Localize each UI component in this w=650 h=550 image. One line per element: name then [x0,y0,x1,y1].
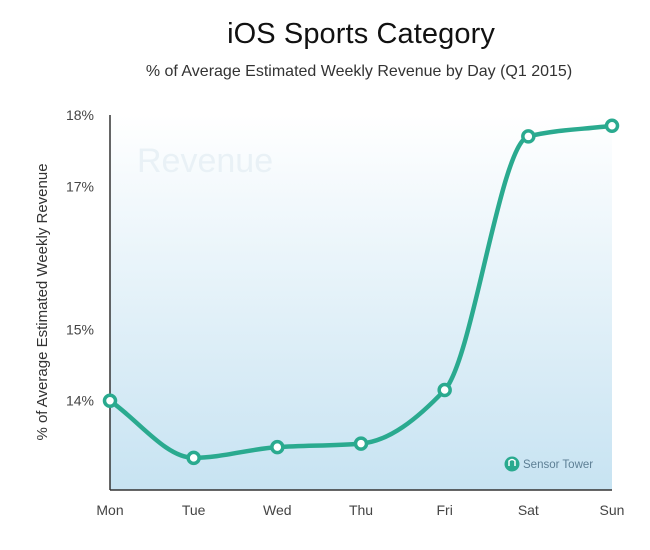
series-markers [102,118,620,466]
x-tick-label: Sat [518,502,539,518]
data-point [270,439,285,455]
data-point [521,129,536,144]
data-point [604,118,620,133]
x-tick-label: Fri [437,502,453,518]
x-tick-label: Mon [96,502,123,518]
data-point [353,436,369,451]
plot-area [110,115,612,490]
y-axis-label: % of Average Estimated Weekly Revenue [34,163,51,440]
y-tick-label: 18% [66,107,94,123]
sensor-tower-logo: Sensor Tower [504,456,593,472]
y-tick-label: 14% [66,393,94,409]
sensor-tower-icon [504,456,520,472]
chart-subtitle: % of Average Estimated Weekly Revenue by… [145,63,573,80]
data-point [437,382,452,398]
x-tick-label: Sun [600,502,625,518]
y-tick-label: 15% [66,321,94,337]
y-tick-labels: 14% 15% 17% 18% [66,107,94,409]
chart-title: iOS Sports Category [227,18,495,50]
sensor-tower-label: Sensor Tower [523,459,593,471]
sensor-tower-icon-mark [508,458,516,466]
x-tick-label: Wed [263,502,292,518]
y-tick-label: 17% [66,178,94,194]
data-point [186,450,201,466]
data-point [102,393,118,408]
revenue-watermark: Revenue [137,142,273,180]
x-tick-label: Tue [182,502,206,518]
x-tick-label: Thu [349,502,373,518]
x-tick-labels: Mon Tue Wed Thu Fri Sat Sun [96,502,624,518]
